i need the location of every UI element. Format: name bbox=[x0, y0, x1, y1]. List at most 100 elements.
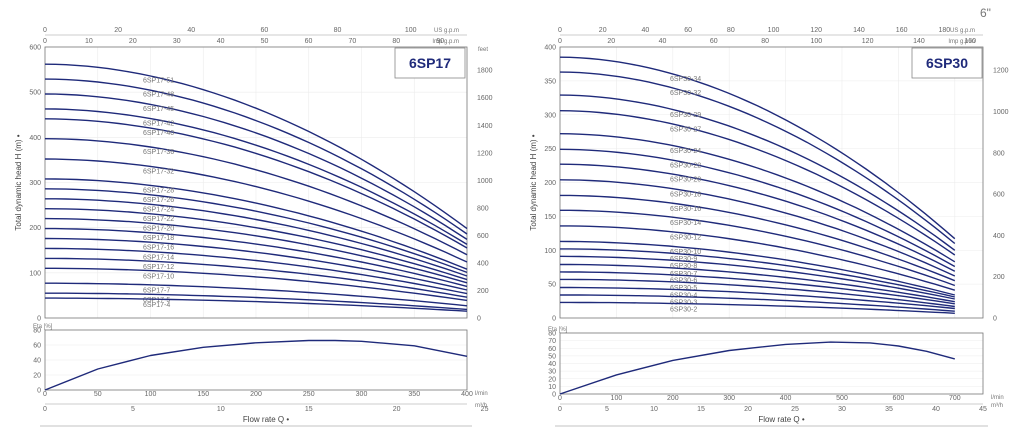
m3h-tick-label: 30 bbox=[838, 406, 846, 413]
feet-tick-label: 800 bbox=[993, 150, 1005, 157]
imp-gpm-tick-label: 30 bbox=[173, 38, 181, 45]
curve-label: 6SP30-14 bbox=[670, 220, 701, 227]
feet-tick-label: 1800 bbox=[477, 68, 493, 75]
m3h-tick-label: 5 bbox=[131, 406, 135, 413]
m3h-tick-label: 10 bbox=[217, 406, 225, 413]
head-curve bbox=[559, 94, 956, 251]
us-gpm-unit: US g.p.m bbox=[950, 28, 975, 34]
curve-label: 6SP30-12 bbox=[670, 235, 701, 242]
corner-label: 6" bbox=[980, 6, 991, 20]
main-plot-frame bbox=[559, 46, 984, 319]
curve-label: 6SP17-51 bbox=[143, 77, 174, 84]
head-curve bbox=[44, 138, 468, 256]
model-title: 6SP17 bbox=[409, 55, 451, 71]
head-curve bbox=[45, 257, 468, 298]
eta-tick-label: 30 bbox=[548, 369, 556, 376]
imp-gpm-tick-label: 80 bbox=[392, 38, 400, 45]
imp-gpm-unit: Imp g.p.m bbox=[948, 39, 975, 45]
head-curve bbox=[45, 198, 468, 277]
eta-tick-label: 60 bbox=[33, 343, 41, 350]
eta-tick-label: 0 bbox=[37, 388, 41, 395]
eta-tick-label: 20 bbox=[548, 376, 556, 383]
curve-label: 6SP17-18 bbox=[143, 235, 174, 242]
head-curve bbox=[559, 110, 956, 256]
head-curve bbox=[44, 118, 468, 249]
curve-label: 6SP30-8 bbox=[670, 263, 697, 270]
curve-label: 6SP17-32 bbox=[143, 168, 174, 175]
curve-label: 6SP30-20 bbox=[670, 177, 701, 184]
head-curve bbox=[560, 225, 956, 291]
us-gpm-unit: US g.p.m bbox=[434, 28, 459, 34]
eta-tick-label: 10 bbox=[548, 384, 556, 391]
us-gpm-tick-label: 100 bbox=[405, 27, 417, 34]
head-curve bbox=[44, 237, 468, 291]
m3h-tick-label: 25 bbox=[791, 406, 799, 413]
curve-label: 6SP17-7 bbox=[143, 288, 170, 295]
chart-6sp30: 6SP3005010015020025030035040002004006008… bbox=[529, 27, 1009, 427]
x-tick-label: 400 bbox=[780, 395, 792, 402]
curve-label: 6SP17-14 bbox=[143, 254, 174, 261]
x-tick-label: 0 bbox=[558, 395, 562, 402]
x-axis-title: Flow rate Q • bbox=[243, 415, 290, 424]
us-gpm-tick-label: 40 bbox=[187, 27, 195, 34]
curve-label: 6SP30-24 bbox=[670, 148, 701, 155]
y-tick-label: 400 bbox=[29, 135, 41, 142]
chart-6sp17: 6SP1701002003004005006000200400600800100… bbox=[14, 27, 493, 427]
x-tick-label: 150 bbox=[197, 391, 209, 398]
y-tick-label: 600 bbox=[29, 45, 41, 52]
y-tick-label: 400 bbox=[544, 45, 556, 52]
head-curve bbox=[44, 63, 468, 230]
head-curve bbox=[560, 294, 955, 312]
imp-gpm-tick-label: 20 bbox=[129, 38, 137, 45]
curve-label: 6SP17-28 bbox=[143, 188, 174, 195]
curve-label: 6SP30-10 bbox=[670, 249, 701, 256]
curve-label: 6SP17-48 bbox=[143, 92, 174, 99]
head-curve bbox=[560, 301, 955, 314]
x-axis-title: Flow rate Q • bbox=[758, 415, 805, 424]
x-tick-label: 200 bbox=[250, 391, 262, 398]
y-tick-label: 200 bbox=[544, 180, 556, 187]
eta-plot-frame bbox=[44, 329, 468, 391]
us-gpm-tick-label: 160 bbox=[896, 27, 908, 34]
imp-gpm-unit: Imp g.p.m bbox=[432, 39, 459, 45]
imp-gpm-tick-label: 20 bbox=[607, 38, 615, 45]
imp-gpm-tick-label: 160 bbox=[964, 38, 976, 45]
head-curve bbox=[559, 148, 956, 268]
m3h-tick-label: 45 bbox=[979, 406, 987, 413]
us-gpm-tick-label: 20 bbox=[114, 27, 122, 34]
feet-unit-label: feet bbox=[478, 47, 488, 53]
feet-tick-label: 1600 bbox=[477, 95, 493, 102]
y-tick-label: 300 bbox=[29, 180, 41, 187]
x-tick-label: 300 bbox=[356, 391, 368, 398]
m3h-tick-label: 15 bbox=[305, 406, 313, 413]
feet-tick-label: 400 bbox=[993, 233, 1005, 240]
m3h-tick-label: 0 bbox=[558, 406, 562, 413]
eta-axis-label: Eta [%] bbox=[548, 327, 568, 333]
head-curve bbox=[45, 282, 468, 307]
x-tick-label: 600 bbox=[893, 395, 905, 402]
feet-tick-label: 1200 bbox=[993, 68, 1009, 75]
feet-tick-label: 0 bbox=[477, 316, 481, 323]
head-curve bbox=[560, 263, 955, 303]
y-tick-label: 200 bbox=[29, 225, 41, 232]
us-gpm-tick-label: 80 bbox=[727, 27, 735, 34]
y-axis-title: Total dynamic head H (m) • bbox=[14, 134, 23, 230]
head-curve bbox=[44, 158, 468, 263]
x-tick-label: 100 bbox=[145, 391, 157, 398]
x-tick-label: 0 bbox=[43, 391, 47, 398]
imp-gpm-tick-label: 60 bbox=[305, 38, 313, 45]
x-tick-label: 200 bbox=[667, 395, 679, 402]
head-curve bbox=[45, 297, 468, 312]
curve-label: 6SP17-20 bbox=[143, 226, 174, 233]
curve-label: 6SP17-5 bbox=[143, 297, 170, 304]
m3h-tick-label: 5 bbox=[605, 406, 609, 413]
eta-axis-label: Eta [%] bbox=[33, 324, 53, 330]
efficiency-curve bbox=[44, 339, 468, 391]
head-curve bbox=[559, 163, 956, 272]
m3h-tick-label: 20 bbox=[393, 406, 401, 413]
m3h-tick-label: 35 bbox=[885, 406, 893, 413]
curve-label: 6SP30-32 bbox=[670, 90, 701, 97]
y-axis-title: Total dynamic head H (m) • bbox=[529, 134, 538, 230]
imp-gpm-tick-label: 60 bbox=[710, 38, 718, 45]
